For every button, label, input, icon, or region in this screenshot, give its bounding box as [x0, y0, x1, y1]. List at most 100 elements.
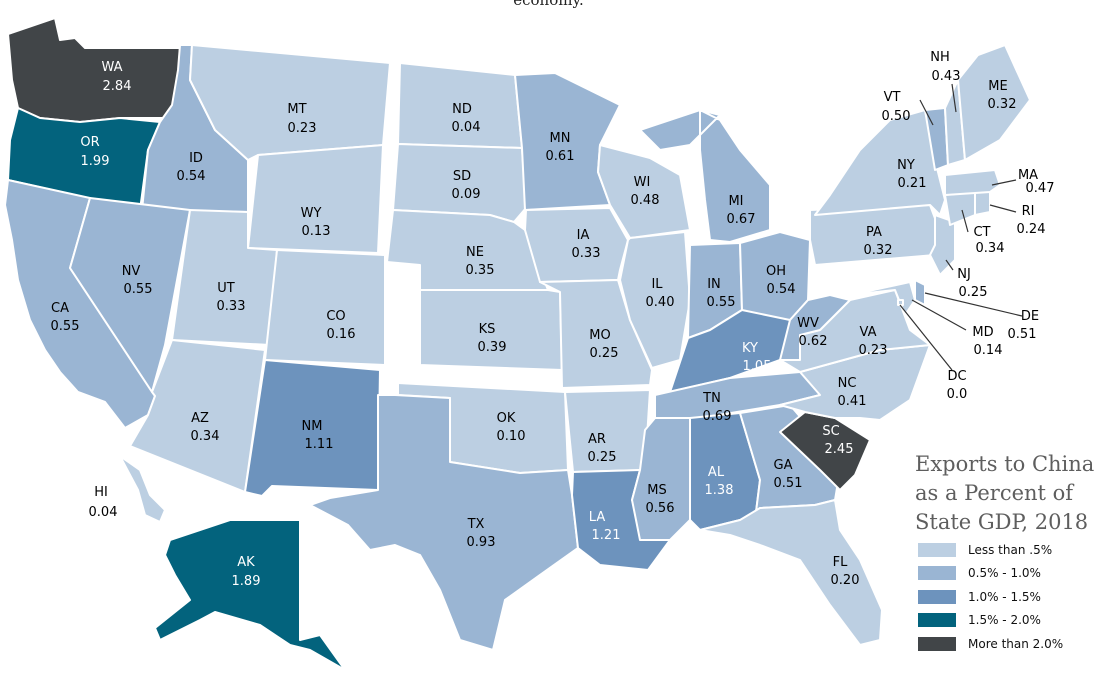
state-wy: [247, 144, 384, 254]
legend-title-line: State GDP, 2018: [915, 510, 1089, 534]
state-abbr-label: OK: [497, 411, 516, 426]
state-value-label: 0.39: [478, 340, 507, 355]
state-abbr-label: WV: [797, 316, 819, 331]
state-abbr-label: LA: [589, 510, 606, 525]
legend-title: Exports to China as a Percent of State G…: [915, 450, 1094, 537]
state-value-label: 0.04: [452, 120, 481, 135]
state-abbr-label: MA: [1018, 168, 1038, 183]
state-value-label: 0.0: [947, 387, 968, 402]
state-nm: [244, 359, 381, 497]
legend-label: Less than .5%: [968, 542, 1053, 557]
state-abbr-label: NH: [930, 50, 950, 65]
state-abbr-label: NM: [302, 419, 323, 434]
state-abbr-label: AZ: [191, 411, 209, 426]
state-value-label: 0.48: [631, 193, 660, 208]
state-value-label: 0.51: [774, 476, 803, 491]
state-labels: WA 2.84 OR 1.99 CA 0.55 ID 0.54 NV 0.55 MT 0.23 WY 0.…: [51, 50, 1055, 589]
legend-label: 1.0% - 1.5%: [968, 589, 1041, 604]
legend-title-line: as a Percent of: [915, 481, 1074, 505]
state-abbr-label: ME: [988, 79, 1007, 94]
state-value-label: 1.11: [305, 437, 334, 452]
state-value-label: 0.16: [327, 327, 356, 342]
leader-line: [924, 292, 1023, 317]
state-mi: [639, 109, 771, 243]
state-dc: [897, 299, 904, 306]
state-mo: [539, 279, 653, 389]
state-value-label: 0.55: [124, 282, 153, 297]
state-abbr-label: IN: [707, 277, 721, 292]
legend-item: More than 2.0%: [918, 632, 1063, 656]
state-abbr-label: OR: [80, 135, 99, 150]
state-abbr-label: NV: [122, 264, 141, 279]
state-value-label: 1.89: [232, 574, 261, 589]
state-value-label: 0.24: [1017, 222, 1046, 237]
state-value-label: 0.33: [572, 246, 601, 261]
legend-label: More than 2.0%: [968, 636, 1064, 651]
state-abbr-label: WY: [301, 206, 322, 221]
states-layer: [4, 17, 1031, 671]
state-abbr-label: UT: [217, 281, 235, 296]
legend-label: 0.5% - 1.0%: [968, 566, 1041, 581]
state-abbr-label: KY: [742, 341, 758, 356]
leader-line: [919, 99, 934, 126]
state-wa: [7, 17, 181, 123]
state-value-label: 0.25: [590, 346, 619, 361]
state-ak: [154, 519, 346, 671]
state-abbr-label: MS: [647, 483, 666, 498]
state-ia: [524, 207, 629, 283]
state-abbr-label: RI: [1022, 204, 1035, 219]
state-value-label: 0.25: [588, 450, 617, 465]
leader-line: [961, 209, 969, 233]
legend-label: 1.5% - 2.0%: [968, 613, 1041, 628]
state-abbr-label: CO: [326, 309, 345, 324]
state-hi: [119, 455, 166, 523]
state-mt: [189, 44, 391, 161]
state-abbr-label: TX: [467, 517, 485, 532]
state-de: [914, 279, 926, 306]
state-value-label: 0.54: [177, 169, 206, 184]
legend-item: 0.5% - 1.0%: [918, 562, 1063, 586]
state-abbr-label: AR: [588, 432, 606, 447]
state-abbr-label: CT: [973, 225, 990, 240]
state-abbr-label: WA: [101, 60, 122, 75]
state-value-label: 0.32: [988, 97, 1017, 112]
state-abbr-label: NE: [466, 245, 484, 260]
state-abbr-label: NJ: [957, 267, 971, 282]
state-value-label: 0.34: [191, 429, 220, 444]
state-abbr-label: NY: [897, 158, 915, 173]
state-value-label: 0.51: [1008, 327, 1037, 342]
state-abbr-label: KS: [479, 322, 496, 337]
state-value-label: 1.21: [592, 528, 621, 543]
state-value-label: 0.25: [959, 285, 988, 300]
state-value-label: 0.09: [452, 187, 481, 202]
state-value-label: 0.04: [89, 505, 118, 520]
state-abbr-label: ND: [452, 102, 472, 117]
state-value-label: 0.21: [898, 176, 927, 191]
legend-item: 1.0% - 1.5%: [918, 585, 1063, 609]
state-tx: [309, 394, 579, 651]
state-abbr-label: AL: [708, 465, 725, 480]
state-abbr-label: TN: [702, 391, 721, 406]
state-abbr-label: IL: [651, 277, 663, 292]
state-abbr-label: SD: [453, 169, 471, 184]
state-wv: [779, 294, 851, 361]
state-abbr-label: OH: [766, 264, 786, 279]
state-value-label: 0.33: [217, 299, 246, 314]
state-value-label: 1.38: [705, 483, 734, 498]
state-abbr-label: VA: [860, 325, 877, 340]
state-value-label: 2.45: [825, 442, 854, 457]
legend-swatch: [918, 613, 956, 628]
legend: Less than .5% 0.5% - 1.0% 1.0% - 1.5% 1.…: [918, 538, 1063, 656]
state-value-label: 0.34: [976, 241, 1005, 256]
state-value-label: 2.84: [103, 79, 132, 94]
leader-line: [911, 299, 967, 331]
legend-swatch: [918, 566, 956, 581]
state-value-label: 0.40: [646, 295, 675, 310]
state-value-label: 0.93: [467, 535, 496, 550]
legend-item: Less than .5%: [918, 538, 1063, 562]
state-value-label: 0.20: [831, 573, 860, 588]
state-value-label: 0.54: [767, 282, 796, 297]
state-az: [129, 339, 266, 493]
state-abbr-label: MT: [287, 102, 306, 117]
